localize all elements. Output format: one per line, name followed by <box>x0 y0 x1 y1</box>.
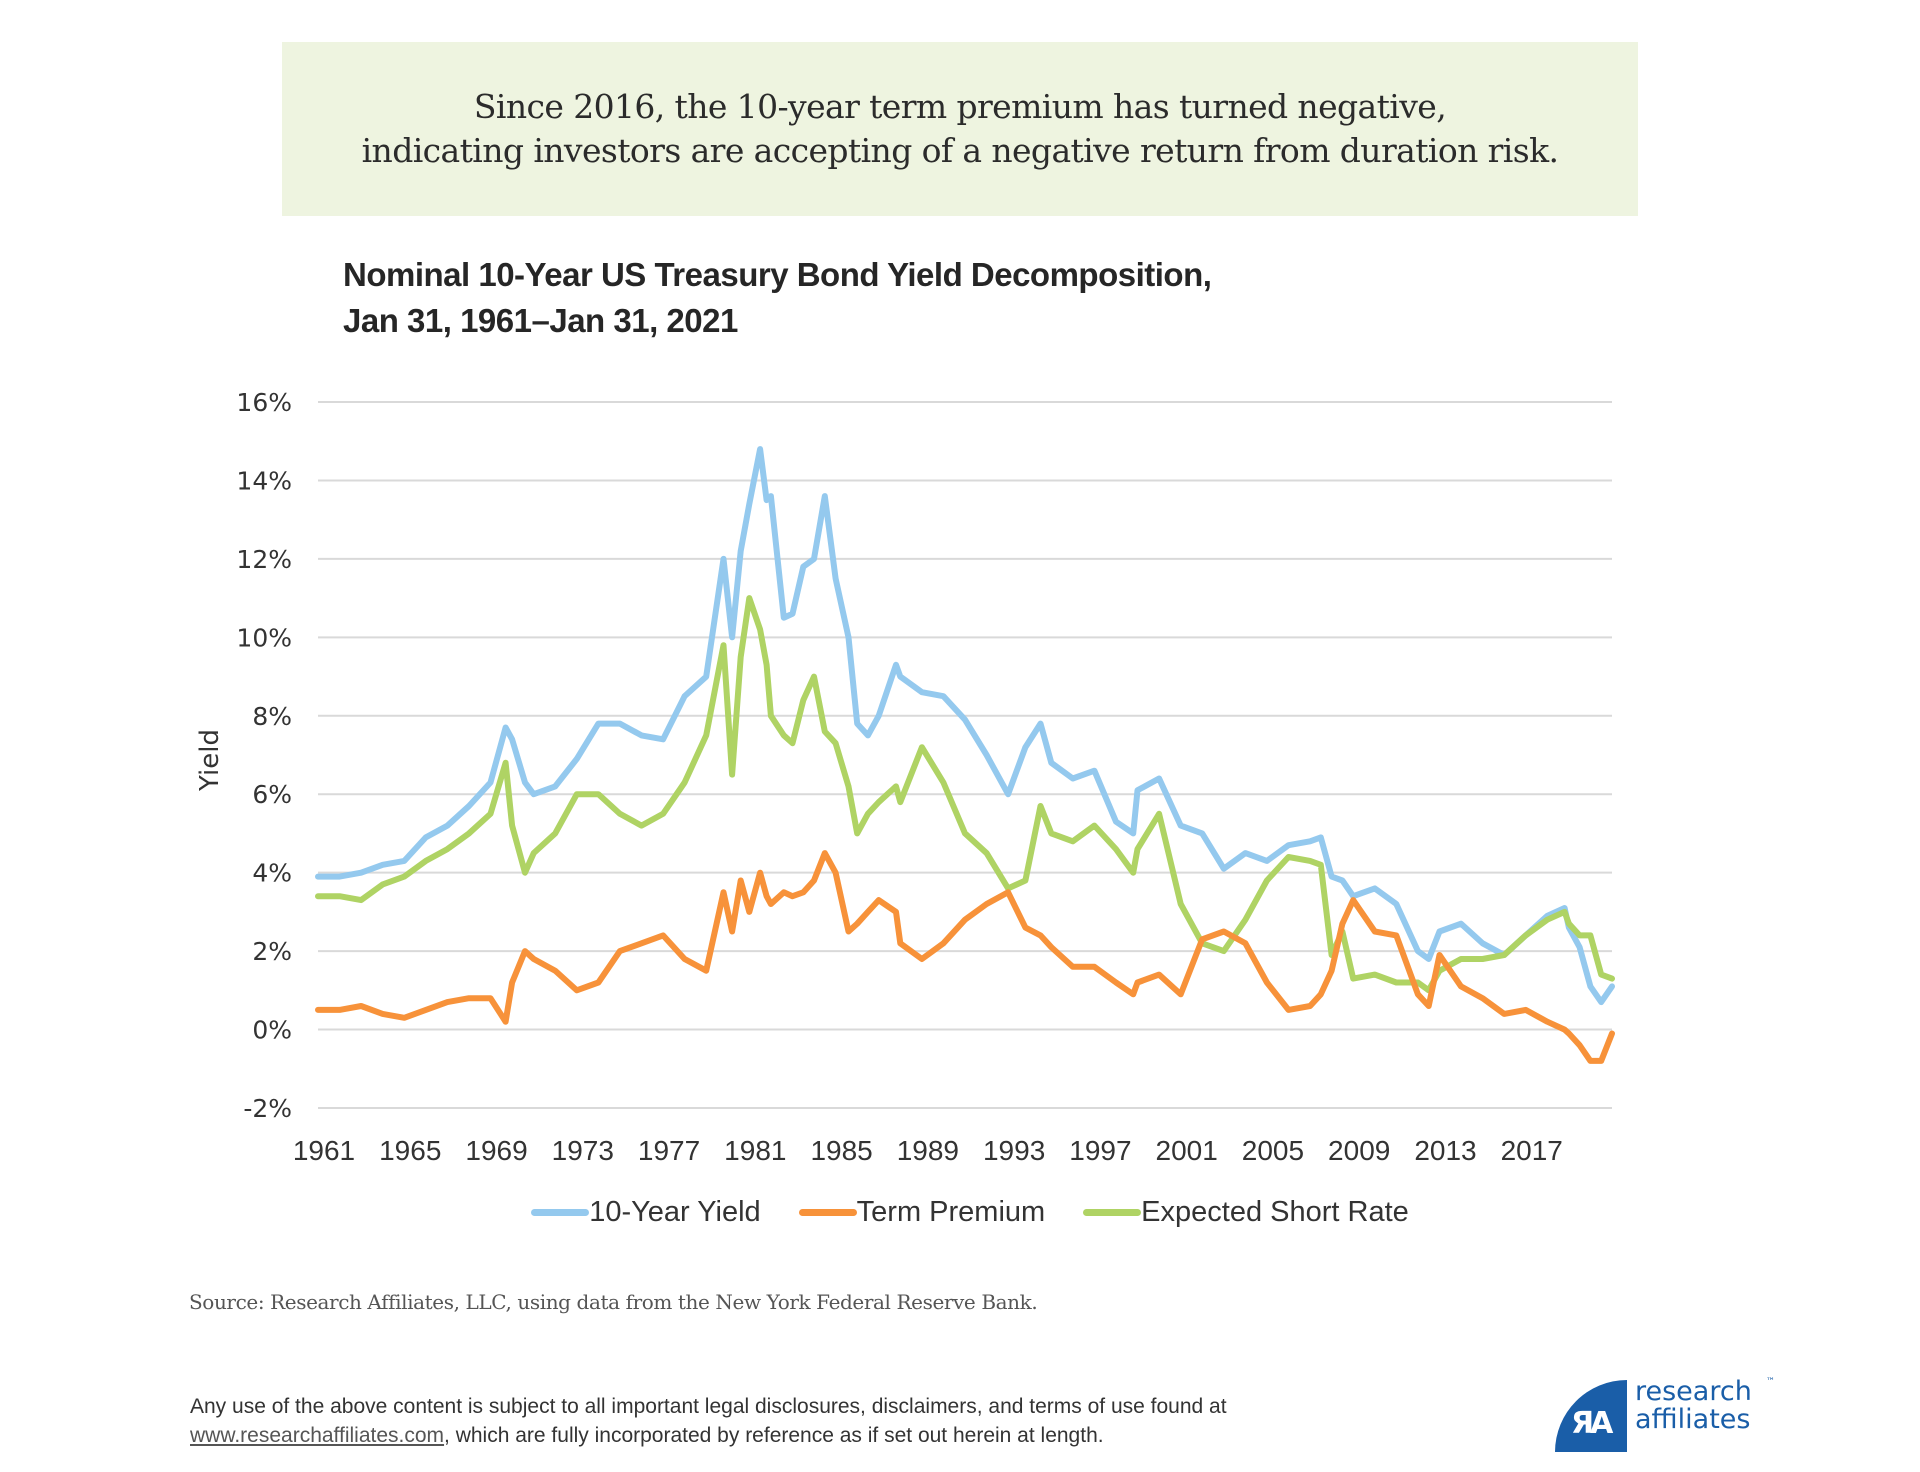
y-tick-label: 10% <box>236 623 292 652</box>
chart-title: Nominal 10-Year US Treasury Bond Yield D… <box>343 252 1212 344</box>
x-tick-label: 1973 <box>552 1135 614 1166</box>
x-tick-label: 1985 <box>810 1135 872 1166</box>
logo-text-line-1: research <box>1635 1376 1752 1407</box>
website-link[interactable]: www.researchaffiliates.com <box>190 1424 445 1447</box>
x-tick-label: 1961 <box>293 1135 355 1166</box>
x-tick-label: 1989 <box>897 1135 959 1166</box>
logo-text-line-2: affiliates <box>1635 1404 1751 1435</box>
headline-line-1: Since 2016, the 10-year term premium has… <box>473 87 1447 126</box>
legend-label: Term Premium <box>856 1196 1046 1228</box>
x-tick-label: 1977 <box>638 1135 700 1166</box>
y-tick-label: 14% <box>236 466 292 495</box>
x-axis-ticks: 1961 1965 1969 1973 1977 1981 1985 1989 1993 1997… <box>293 1135 1563 1166</box>
x-tick-label: 2009 <box>1328 1135 1390 1166</box>
legend-label: 10-Year Yield <box>589 1196 761 1228</box>
y-tick-label: 12% <box>236 545 292 574</box>
research-affiliates-logo: ЯA research affiliates ™ <box>1555 1375 1785 1455</box>
x-tick-label: 2005 <box>1242 1135 1304 1166</box>
chart-title-line-2: Jan 31, 1961–Jan 31, 2021 <box>343 302 738 339</box>
legend-swatch-term-premium <box>798 1209 857 1216</box>
y-axis-label: Yield <box>195 729 225 792</box>
x-tick-label: 1969 <box>465 1135 527 1166</box>
x-tick-label: 1993 <box>983 1135 1045 1166</box>
disclaimer-line-1: Any use of the above content is subject … <box>190 1395 1227 1418</box>
x-tick-label: 2017 <box>1501 1135 1563 1166</box>
legend-item-term-premium: Term Premium <box>798 1196 1046 1229</box>
trademark-symbol: ™ <box>1766 1377 1775 1387</box>
y-tick-label: 4% <box>252 859 292 888</box>
legend-item-10-year-yield: 10-Year Yield <box>531 1196 761 1229</box>
x-tick-label: 1997 <box>1069 1135 1131 1166</box>
legend-swatch-10-year-yield <box>531 1209 590 1216</box>
logo-glyph: ЯA <box>1571 1406 1613 1441</box>
y-tick-label: 8% <box>252 702 292 731</box>
gridlines <box>318 401 1612 1109</box>
x-tick-label: 2013 <box>1414 1135 1476 1166</box>
disclaimer-line-2-text: , which are fully incorporated by refere… <box>444 1424 1104 1447</box>
legend-item-expected-short-rate: Expected Short Rate <box>1083 1196 1409 1229</box>
legend-swatch-expected-short-rate <box>1083 1209 1142 1216</box>
source-note: Source: Research Affiliates, LLC, using … <box>189 1290 1038 1314</box>
series-line-10-year-yield <box>315 446 1615 1006</box>
y-tick-label: 2% <box>252 937 292 966</box>
series-lines <box>315 446 1615 1064</box>
x-tick-label: 1965 <box>379 1135 441 1166</box>
x-tick-label: 2001 <box>1156 1135 1218 1166</box>
logo-wordmark: research affiliates <box>1635 1378 1752 1434</box>
disclaimer-line-2: www.researchaffiliates.com, which are fu… <box>190 1421 1227 1450</box>
legend-label: Expected Short Rate <box>1141 1196 1409 1228</box>
legal-disclaimer: Any use of the above content is subject … <box>190 1392 1227 1450</box>
y-tick-label: -2% <box>243 1094 292 1123</box>
legend: 10-Year Yield Term Premium Expected Shor… <box>0 1196 1920 1229</box>
headline-banner: Since 2016, the 10-year term premium has… <box>282 42 1638 216</box>
y-tick-label: 0% <box>252 1016 292 1045</box>
x-tick-label: 1981 <box>724 1135 786 1166</box>
logo-mark-icon: ЯA <box>1555 1380 1627 1452</box>
y-axis-ticks: -2% 0% 2% 4% 6% 8% 10% 12% 14% 16% <box>236 388 292 1123</box>
series-line-term-premium <box>315 850 1615 1064</box>
y-tick-label: 6% <box>252 780 292 809</box>
headline-line-2: indicating investors are accepting of a … <box>361 131 1559 170</box>
y-tick-label: 16% <box>236 388 292 417</box>
chart-title-line-1: Nominal 10-Year US Treasury Bond Yield D… <box>343 256 1212 293</box>
